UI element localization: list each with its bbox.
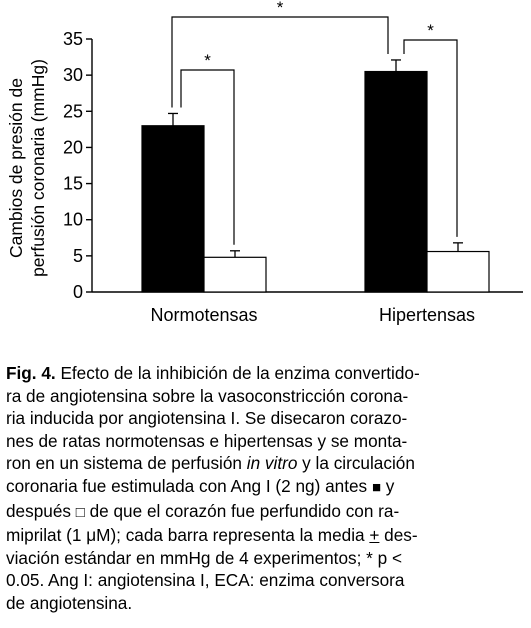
- significance-star: *: [204, 51, 211, 70]
- filled-square-icon: ■: [371, 478, 381, 496]
- y-tick-label: 30: [63, 65, 83, 85]
- y-axis-label-line1: Cambios de presión de: [6, 78, 26, 258]
- bar: [426, 250, 490, 293]
- caption-text-3: ria inducida por angiotensina I. Se dise…: [6, 408, 408, 429]
- significance-star: *: [427, 21, 434, 40]
- caption-text-1: Efecto de la inhibición de la enzima con…: [55, 363, 420, 383]
- y-tick-label: 0: [73, 282, 83, 302]
- y-tick-label: 5: [73, 246, 83, 266]
- caption-text-6a: coronaria fue estimulada con Ang I (2 ng…: [6, 475, 372, 496]
- caption-text-7a: después: [6, 500, 76, 521]
- figure-caption: Fig. 4. Efecto de la inhibición de la en…: [6, 362, 526, 615]
- y-tick-label: 15: [63, 174, 83, 194]
- x-category-label: Normotensas: [150, 305, 257, 325]
- significance-star: *: [277, 0, 284, 17]
- caption-text-2: ra de angiotensina sobre la vasoconstric…: [6, 385, 409, 406]
- significance-bracket: [180, 69, 235, 245]
- caption-label: Fig. 4.: [6, 363, 56, 383]
- y-axis-label: Cambios de presión de perfusión coronari…: [6, 59, 48, 277]
- caption-text-8b: des-: [379, 525, 418, 546]
- open-square-icon: □: [75, 503, 85, 521]
- x-category-label: Hipertensas: [379, 305, 475, 325]
- y-tick-label: 20: [63, 137, 83, 157]
- y-tick-label: 25: [63, 101, 83, 121]
- significance-bracket: [403, 39, 458, 237]
- caption-text-4: nes de ratas normotensas e hipertensas y…: [6, 430, 408, 451]
- caption-italic-in-vitro: in vitro: [246, 453, 298, 474]
- y-tick-label: 10: [63, 210, 83, 230]
- caption-text-11: de angiotensina.: [6, 592, 133, 613]
- y-tick-label: 35: [63, 29, 83, 49]
- caption-text-5c: y la circulación: [297, 453, 415, 474]
- significance-bracket: [171, 16, 389, 108]
- caption-text-5a: ron en un sistema de perfusión: [6, 453, 247, 474]
- x-category-labels: Normotensas Hipertensas: [150, 305, 475, 325]
- plus-minus-symbol: +: [369, 525, 380, 546]
- caption-text-10: 0.05. Ang I: angiotensina I, ECA: enzima…: [6, 570, 405, 591]
- bars: [141, 59, 490, 293]
- caption-text-7b: de que el corazón fue perfundido con ra-: [84, 500, 400, 521]
- y-ticks: 0 5 10 15 20 25 30 35: [63, 29, 92, 302]
- significance-brackets: * * *: [171, 0, 458, 245]
- bar: [203, 256, 267, 293]
- y-axis-label-line2: perfusión coronaria (mmHg): [28, 59, 48, 277]
- bar: [141, 125, 205, 293]
- caption-text-6b: y: [381, 475, 395, 496]
- caption-text-8: miprilat (1 μM); cada barra representa l…: [6, 525, 370, 546]
- caption-text-9: viación estándar en mmHg de 4 experiment…: [6, 547, 403, 568]
- bar: [364, 70, 428, 293]
- bar-chart: Cambios de presión de perfusión coronari…: [6, 0, 523, 325]
